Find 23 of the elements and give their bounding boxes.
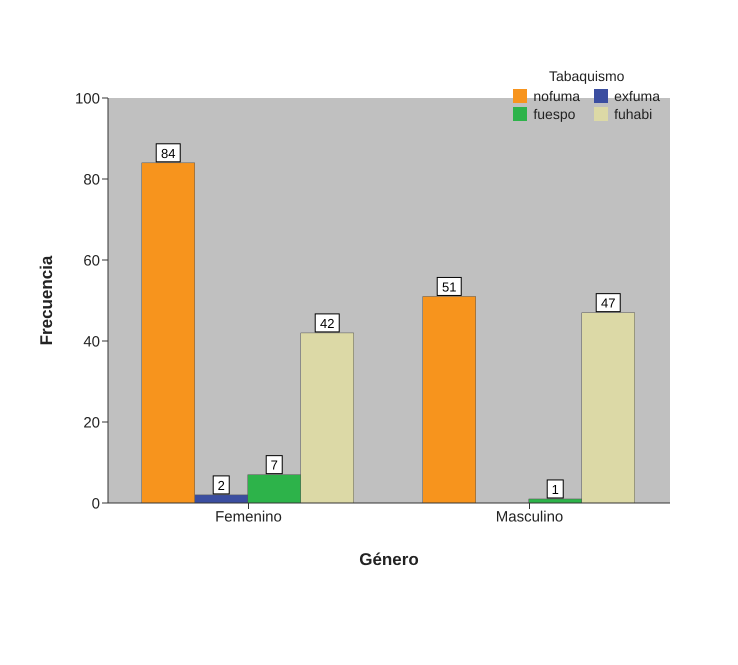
y-tick-label: 40: [83, 333, 100, 350]
data-label: 7: [270, 458, 278, 473]
y-tick-label: 80: [83, 171, 100, 188]
y-tick-label: 0: [92, 495, 100, 512]
y-axis-title: Frecuencia: [37, 255, 56, 346]
y-tick-label: 60: [83, 252, 100, 270]
legend-label: fuhabi: [614, 106, 652, 122]
legend-label: fuespo: [533, 106, 576, 122]
y-tick-label: 100: [74, 90, 100, 108]
legend-title: Tabaquismo: [548, 68, 626, 84]
x-axis-title: Género: [359, 550, 419, 569]
data-label: 51: [442, 279, 456, 294]
x-tick-label: Masculino: [496, 508, 564, 526]
data-label: 47: [600, 296, 616, 311]
x-tick-label: Femenino: [215, 508, 282, 526]
bar: [422, 296, 476, 503]
data-label: 1: [552, 482, 559, 497]
data-label: 2: [218, 478, 225, 493]
data-label: 84: [160, 146, 176, 161]
y-tick-label: 20: [83, 414, 100, 432]
data-label: 42: [320, 316, 334, 331]
legend-label: exfuma: [614, 88, 660, 104]
legend-label: nofuma: [533, 88, 580, 104]
